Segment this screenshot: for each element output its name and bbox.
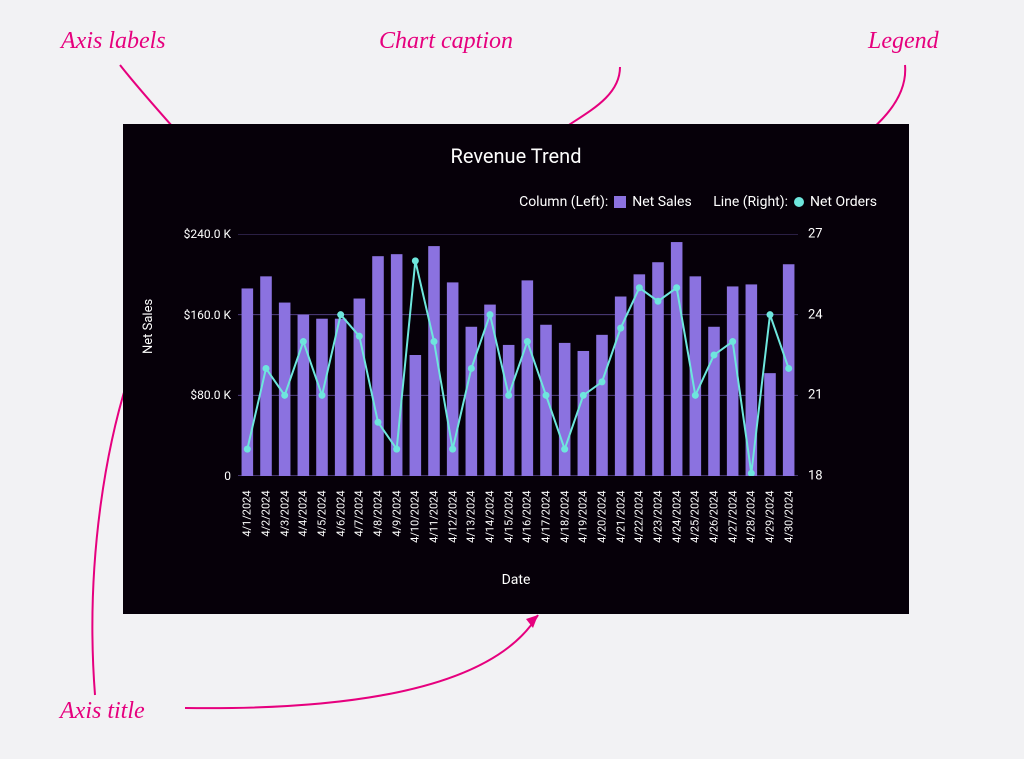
- x-tick: 4/26/2024: [708, 491, 721, 571]
- legend-bar-swatch: [614, 196, 626, 208]
- y-left-tick: 0: [224, 469, 231, 483]
- chart-title: Revenue Trend: [123, 144, 909, 168]
- chart-plot-area: [238, 234, 798, 476]
- chart-legend: Column (Left): Net Sales Line (Right): N…: [123, 194, 877, 210]
- annotation-axis-title: Axis title: [60, 698, 145, 725]
- y-right-tick: 24: [808, 307, 823, 322]
- legend-column-group: Column (Left): Net Sales: [519, 194, 692, 210]
- x-tick: 4/16/2024: [521, 491, 534, 571]
- x-tick: 4/4/2024: [297, 491, 310, 571]
- y-right-tick: 21: [808, 388, 823, 403]
- legend-line-group: Line (Right): Net Orders: [713, 194, 877, 210]
- legend-column-prefix: Column (Left):: [519, 194, 608, 210]
- annotation-axis-labels: Axis labels: [61, 28, 166, 55]
- x-tick: 4/15/2024: [502, 491, 515, 571]
- x-tick: 4/13/2024: [465, 491, 478, 571]
- x-tick: 4/20/2024: [596, 491, 609, 571]
- x-tick: 4/25/2024: [689, 491, 702, 571]
- x-tick: 4/11/2024: [428, 491, 441, 571]
- y-right-tick: 27: [808, 227, 823, 242]
- chart-svg: [238, 234, 798, 476]
- y-right-tick: 18: [808, 469, 823, 484]
- y-left-tick: $160.0 K: [184, 308, 231, 322]
- y-left-tick: $80.0 K: [190, 388, 231, 402]
- y-right-tick-labels: 18212427: [808, 234, 848, 476]
- x-tick: 4/18/2024: [558, 491, 571, 571]
- x-tick: 4/6/2024: [334, 491, 347, 571]
- y-left-tick: $240.0 K: [184, 227, 231, 241]
- x-tick: 4/22/2024: [633, 491, 646, 571]
- chart-panel: Revenue Trend Column (Left): Net Sales L…: [123, 124, 909, 614]
- x-tick: 4/5/2024: [316, 491, 329, 571]
- x-tick: 4/23/2024: [652, 491, 665, 571]
- x-tick: 4/12/2024: [446, 491, 459, 571]
- legend-column-label: Net Sales: [632, 194, 691, 210]
- annotation-legend: Legend: [868, 28, 939, 55]
- x-tick: 4/17/2024: [540, 491, 553, 571]
- legend-dot-swatch: [794, 197, 804, 207]
- x-tick: 4/2/2024: [260, 491, 273, 571]
- legend-line-label: Net Orders: [810, 194, 877, 210]
- x-axis-tick-labels: 4/1/20244/2/20244/3/20244/4/20244/5/2024…: [238, 482, 798, 562]
- x-tick: 4/8/2024: [372, 491, 385, 571]
- legend-line-prefix: Line (Right):: [713, 194, 788, 210]
- annotation-chart-caption: Chart caption: [379, 28, 513, 55]
- x-tick: 4/28/2024: [745, 491, 758, 571]
- x-tick: 4/7/2024: [353, 491, 366, 571]
- x-tick: 4/19/2024: [577, 491, 590, 571]
- x-tick: 4/21/2024: [614, 491, 627, 571]
- y-left-axis-title: Net Sales: [141, 299, 156, 354]
- x-tick: 4/10/2024: [409, 491, 422, 571]
- x-tick: 4/27/2024: [726, 491, 739, 571]
- x-tick: 4/3/2024: [278, 491, 291, 571]
- x-axis-title: Date: [123, 572, 909, 588]
- x-tick: 4/24/2024: [670, 491, 683, 571]
- y-left-tick-labels: 0$80.0 K$160.0 K$240.0 K: [173, 234, 231, 476]
- x-tick: 4/9/2024: [390, 491, 403, 571]
- x-tick: 4/30/2024: [782, 491, 795, 571]
- x-tick: 4/29/2024: [764, 491, 777, 571]
- x-tick: 4/14/2024: [484, 491, 497, 571]
- x-tick: 4/1/2024: [241, 491, 254, 571]
